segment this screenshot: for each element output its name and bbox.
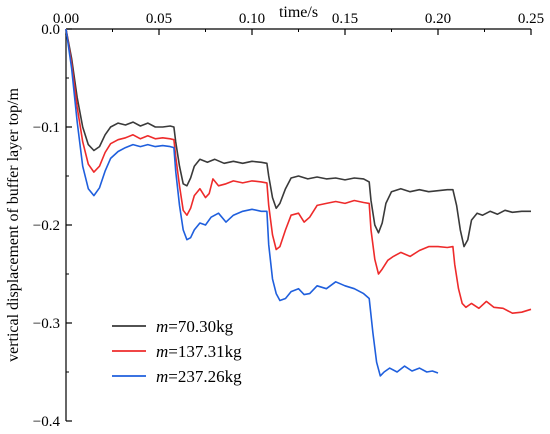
legend-label: m=70.30kg <box>156 317 234 336</box>
x-tick-label: 0.20 <box>425 11 451 27</box>
series-group <box>65 28 532 377</box>
axes: 0.00 0.05 0.10 0.15 0.20 0.25 0.0 −0.1 −0.2 −0.3… <box>33 11 544 430</box>
y-tick-label: −0.2 <box>33 218 60 234</box>
x-tick-label: 0.25 <box>518 11 544 27</box>
y-tick-label: −0.4 <box>33 414 61 430</box>
y-tick-label: 0.0 <box>41 22 60 38</box>
y-tick-label: −0.3 <box>33 316 60 332</box>
y-axis-title: vertical displacement of buffer layer to… <box>5 88 22 362</box>
y-ticks: 0.0 −0.1 −0.2 −0.3 −0.4 <box>33 22 72 430</box>
series-line-3 <box>65 28 439 377</box>
x-tick-label: 0.15 <box>332 11 358 27</box>
x-tick-label: 0.00 <box>53 11 79 27</box>
y-tick-label: −0.1 <box>33 120 60 136</box>
legend: m=70.30kg m=137.31kg m=237.26kg <box>112 317 242 386</box>
x-tick-label: 0.05 <box>146 11 172 27</box>
x-axis-title: time/s <box>279 4 318 21</box>
legend-label: m=237.26kg <box>156 367 242 386</box>
x-ticks: 0.00 0.05 0.10 0.15 0.20 0.25 <box>53 11 544 35</box>
series-line-1 <box>65 28 531 248</box>
legend-label: m=137.31kg <box>156 342 242 361</box>
series-line-2 <box>65 28 532 314</box>
x-tick-label: 0.10 <box>239 11 265 27</box>
